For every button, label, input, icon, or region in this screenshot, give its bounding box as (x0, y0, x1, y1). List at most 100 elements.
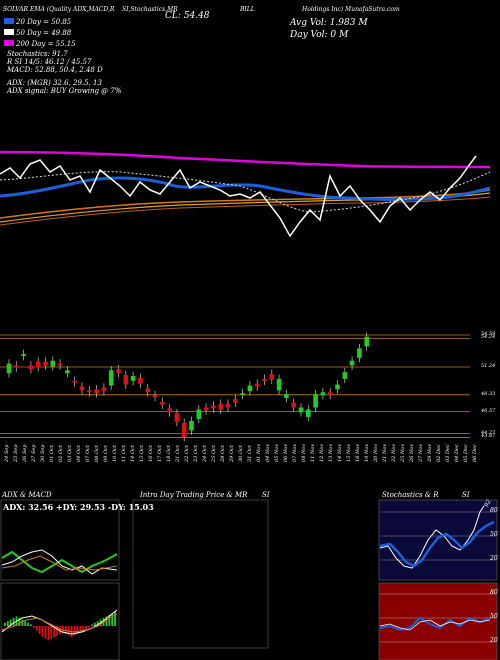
date-tick-label: 18 Oct (166, 445, 172, 462)
candle-up (65, 370, 70, 374)
adx-lines (1, 549, 118, 575)
date-tick-label: 11 Nov (310, 443, 316, 462)
ema-band-3 (0, 196, 491, 226)
close-prefix: CL: (165, 11, 184, 21)
ma200-label: 200 (16, 40, 30, 48)
candle-down (35, 361, 41, 368)
candle-up (240, 393, 245, 396)
candle-down (94, 389, 99, 394)
ma20-swatch (4, 18, 14, 24)
candle-up (335, 384, 340, 390)
date-tick-label: 22 Oct (184, 445, 190, 462)
date-tick-label: 18 Nov (355, 443, 361, 462)
candle-down (203, 407, 209, 411)
avg-volume: Avg Vol: 1.983 M (290, 18, 368, 28)
date-tick-label: 04 Nov (265, 443, 271, 462)
candle-down (225, 403, 231, 408)
date-tick-label: 09 Oct (103, 445, 109, 462)
macd-bar (6, 621, 9, 626)
date-tick-label: 31 Oct (247, 445, 253, 462)
candle-down (327, 392, 333, 396)
header-title-mid: SI,Stochastics,MR (122, 6, 178, 13)
date-tick-label: 26 Sep (22, 444, 28, 462)
macd-bar (111, 613, 114, 626)
candle-up (21, 354, 26, 356)
date-tick-label: 05 Dec (463, 444, 469, 462)
adx-minus-line (1, 549, 118, 575)
candle-down (181, 422, 187, 438)
candle-down (174, 413, 180, 422)
ma20-label: 20 (16, 18, 25, 26)
candle-down (101, 387, 107, 392)
date-tick-label: 29 Oct (229, 445, 235, 462)
date-tick-label: 10 Oct (112, 445, 118, 462)
candles (6, 332, 369, 442)
macd-bar (35, 626, 38, 631)
adx-panel-frame (0, 499, 120, 581)
ma200-line (0, 150, 491, 169)
candle-up (313, 394, 318, 408)
price-level-label: 44.27 (481, 429, 496, 436)
date-tick-label: 04 Oct (76, 445, 82, 462)
candle-up (189, 420, 194, 431)
stoch-tick-50: 50 (490, 531, 498, 538)
macd-bar (114, 611, 116, 626)
candle-up (320, 392, 326, 396)
date-tick-label: 01 Oct (49, 445, 55, 462)
price-level-label: 51.24 (481, 363, 496, 369)
candle-down (152, 395, 158, 398)
macd-bar (18, 618, 21, 626)
price-level-lines (0, 334, 470, 438)
candle-up (342, 372, 348, 379)
ma200-value: Day = 55.15 (31, 40, 76, 48)
date-tick-label: 15 Nov (346, 443, 352, 462)
candle-down (57, 363, 63, 366)
rsi-panel (378, 582, 498, 660)
stoch-tick-20: 20 (490, 555, 498, 562)
macd-bar (108, 614, 111, 626)
adx-macd-title: ADX & MACD (2, 491, 52, 499)
close-price-label: CL: 54.48 (165, 11, 210, 21)
candle-up (6, 363, 12, 374)
price-level-label: 43.87 (481, 433, 496, 440)
candle-down (87, 390, 92, 393)
macd-bar (12, 618, 15, 626)
candle-up (247, 385, 253, 392)
intraday-panel-frame (132, 499, 269, 649)
macd-bar (88, 626, 90, 628)
date-tick-label: 05 Nov (274, 443, 280, 462)
date-tick-label: 15 Oct (139, 445, 145, 462)
candle-down (138, 377, 143, 384)
candle-up (284, 394, 289, 398)
stoch-tick-80: 80 (490, 507, 498, 514)
candle-up (50, 360, 56, 367)
candle-down (123, 375, 129, 385)
date-tick-label: 12 Nov (319, 443, 325, 462)
date-tick-label: 16 Oct (148, 445, 154, 462)
date-tick-label: 21 Nov (382, 443, 388, 462)
macd-line (1, 609, 118, 635)
date-tick-label: 27 Sep (31, 444, 37, 462)
price-line (0, 155, 477, 238)
adx-panel-readout: ADX: 32.56 +DY: 29.53 -DY: 15.03 (3, 502, 154, 512)
price-level-label: 54.24 (481, 334, 496, 341)
date-tick-label: 11 Oct (121, 445, 127, 462)
macd-bar (41, 626, 44, 638)
intraday-title: Intra Day Trading Price & MR (140, 491, 248, 499)
macd-panel-frame (0, 582, 120, 660)
date-tick-label: 20 Nov (373, 443, 379, 462)
price-level-label: 46.57 (481, 407, 496, 414)
macd-signal-line (1, 613, 118, 633)
macd-bar (53, 626, 56, 638)
ema-band-1 (0, 189, 491, 219)
stoch-d-line (379, 520, 495, 568)
date-tick-label: 25 Nov (400, 443, 406, 462)
macd-bar (9, 619, 12, 626)
rsi-readout: R SI 14/5: 46.12 / 45.57 (7, 58, 92, 66)
macd-bar (105, 616, 108, 626)
header-ticker: BILL (240, 6, 255, 13)
macd-bar (79, 626, 82, 633)
date-tick-label: 24 Sep (4, 444, 10, 462)
date-tick-label: 28 Oct (220, 445, 226, 462)
date-tick-label: 30 Sep (40, 444, 46, 462)
